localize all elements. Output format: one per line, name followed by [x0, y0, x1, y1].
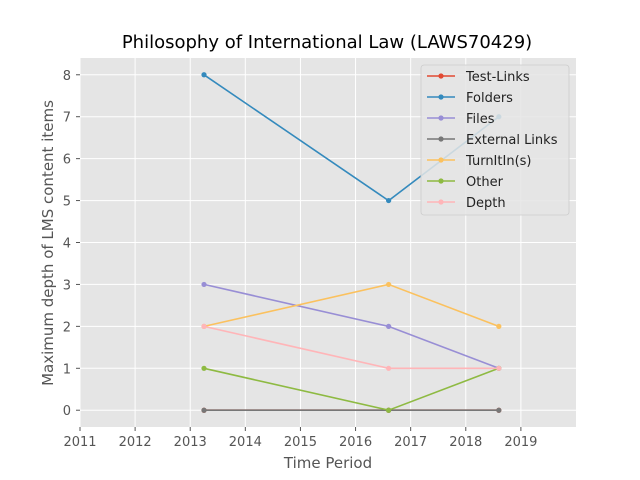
legend-marker: [438, 94, 444, 100]
legend-label: Depth: [466, 196, 506, 211]
x-tick-label: 2017: [394, 435, 427, 450]
y-tick-label: 5: [63, 195, 71, 210]
data-point: [386, 365, 392, 371]
x-tick-label: 2015: [284, 435, 317, 450]
data-point: [496, 323, 502, 329]
x-tick-labels: 2011 2012 2013 2014 2015 2016 2017 2018 2019: [63, 427, 537, 450]
legend-label: Files: [466, 112, 495, 127]
series-6: [201, 323, 502, 371]
data-point: [201, 72, 207, 78]
y-tick-label: 8: [63, 69, 71, 84]
legend-marker: [438, 178, 444, 184]
x-tick-label: 2018: [449, 435, 482, 450]
y-tick-label: 6: [63, 153, 71, 168]
legend-marker: [438, 115, 444, 121]
y-tick-label: 0: [63, 404, 71, 419]
x-tick-label: 2013: [174, 435, 207, 450]
data-point: [201, 281, 207, 288]
data-point: [201, 365, 207, 371]
legend-item: External Links: [427, 133, 558, 148]
y-axis-label: Maximum depth of LMS content items: [39, 100, 57, 386]
y-tick-label: 2: [63, 320, 71, 335]
legend-marker: [438, 199, 444, 205]
y-tick-label: 1: [63, 362, 71, 377]
data-point: [201, 323, 207, 329]
y-tick-label: 3: [63, 278, 71, 293]
legend-label: Folders: [466, 91, 513, 106]
data-point: [201, 407, 207, 413]
legend: Test-Links Folders Files External Links Turn…: [420, 64, 570, 216]
data-point: [386, 407, 392, 413]
x-tick-label: 2011: [63, 435, 96, 450]
x-tick-label: 2016: [339, 435, 372, 450]
data-point: [386, 323, 392, 329]
data-point: [496, 407, 502, 413]
legend-box: [420, 64, 570, 216]
data-point: [496, 365, 502, 371]
x-tick-label: 2019: [504, 435, 537, 450]
legend-item: Depth: [427, 196, 506, 211]
legend-label: Test-Links: [465, 70, 530, 85]
chart-title: Philosophy of International Law (LAWS704…: [122, 32, 532, 53]
legend-label: TurnItIn(s): [465, 154, 531, 169]
x-tick-label: 2012: [119, 435, 152, 450]
legend-item: Test-Links: [427, 70, 530, 85]
legend-item: Folders: [427, 91, 513, 106]
legend-marker: [438, 136, 444, 142]
data-point: [386, 281, 392, 288]
series-lines: [201, 72, 502, 413]
legend-marker: [438, 73, 444, 79]
legend-item: Files: [427, 112, 495, 127]
legend-marker: [438, 157, 444, 163]
data-point: [386, 197, 392, 204]
legend-item: TurnItIn(s): [427, 154, 531, 169]
legend-label: External Links: [466, 133, 558, 148]
x-tick-label: 2014: [229, 435, 262, 450]
y-tick-label: 7: [63, 111, 71, 126]
legend-label: Other: [466, 175, 504, 190]
y-tick-labels: 0 1 2 3 4 5 6 7 8: [63, 69, 80, 419]
x-axis-label: Time Period: [283, 454, 372, 472]
y-tick-label: 4: [63, 237, 71, 252]
legend-item: Other: [427, 175, 504, 190]
